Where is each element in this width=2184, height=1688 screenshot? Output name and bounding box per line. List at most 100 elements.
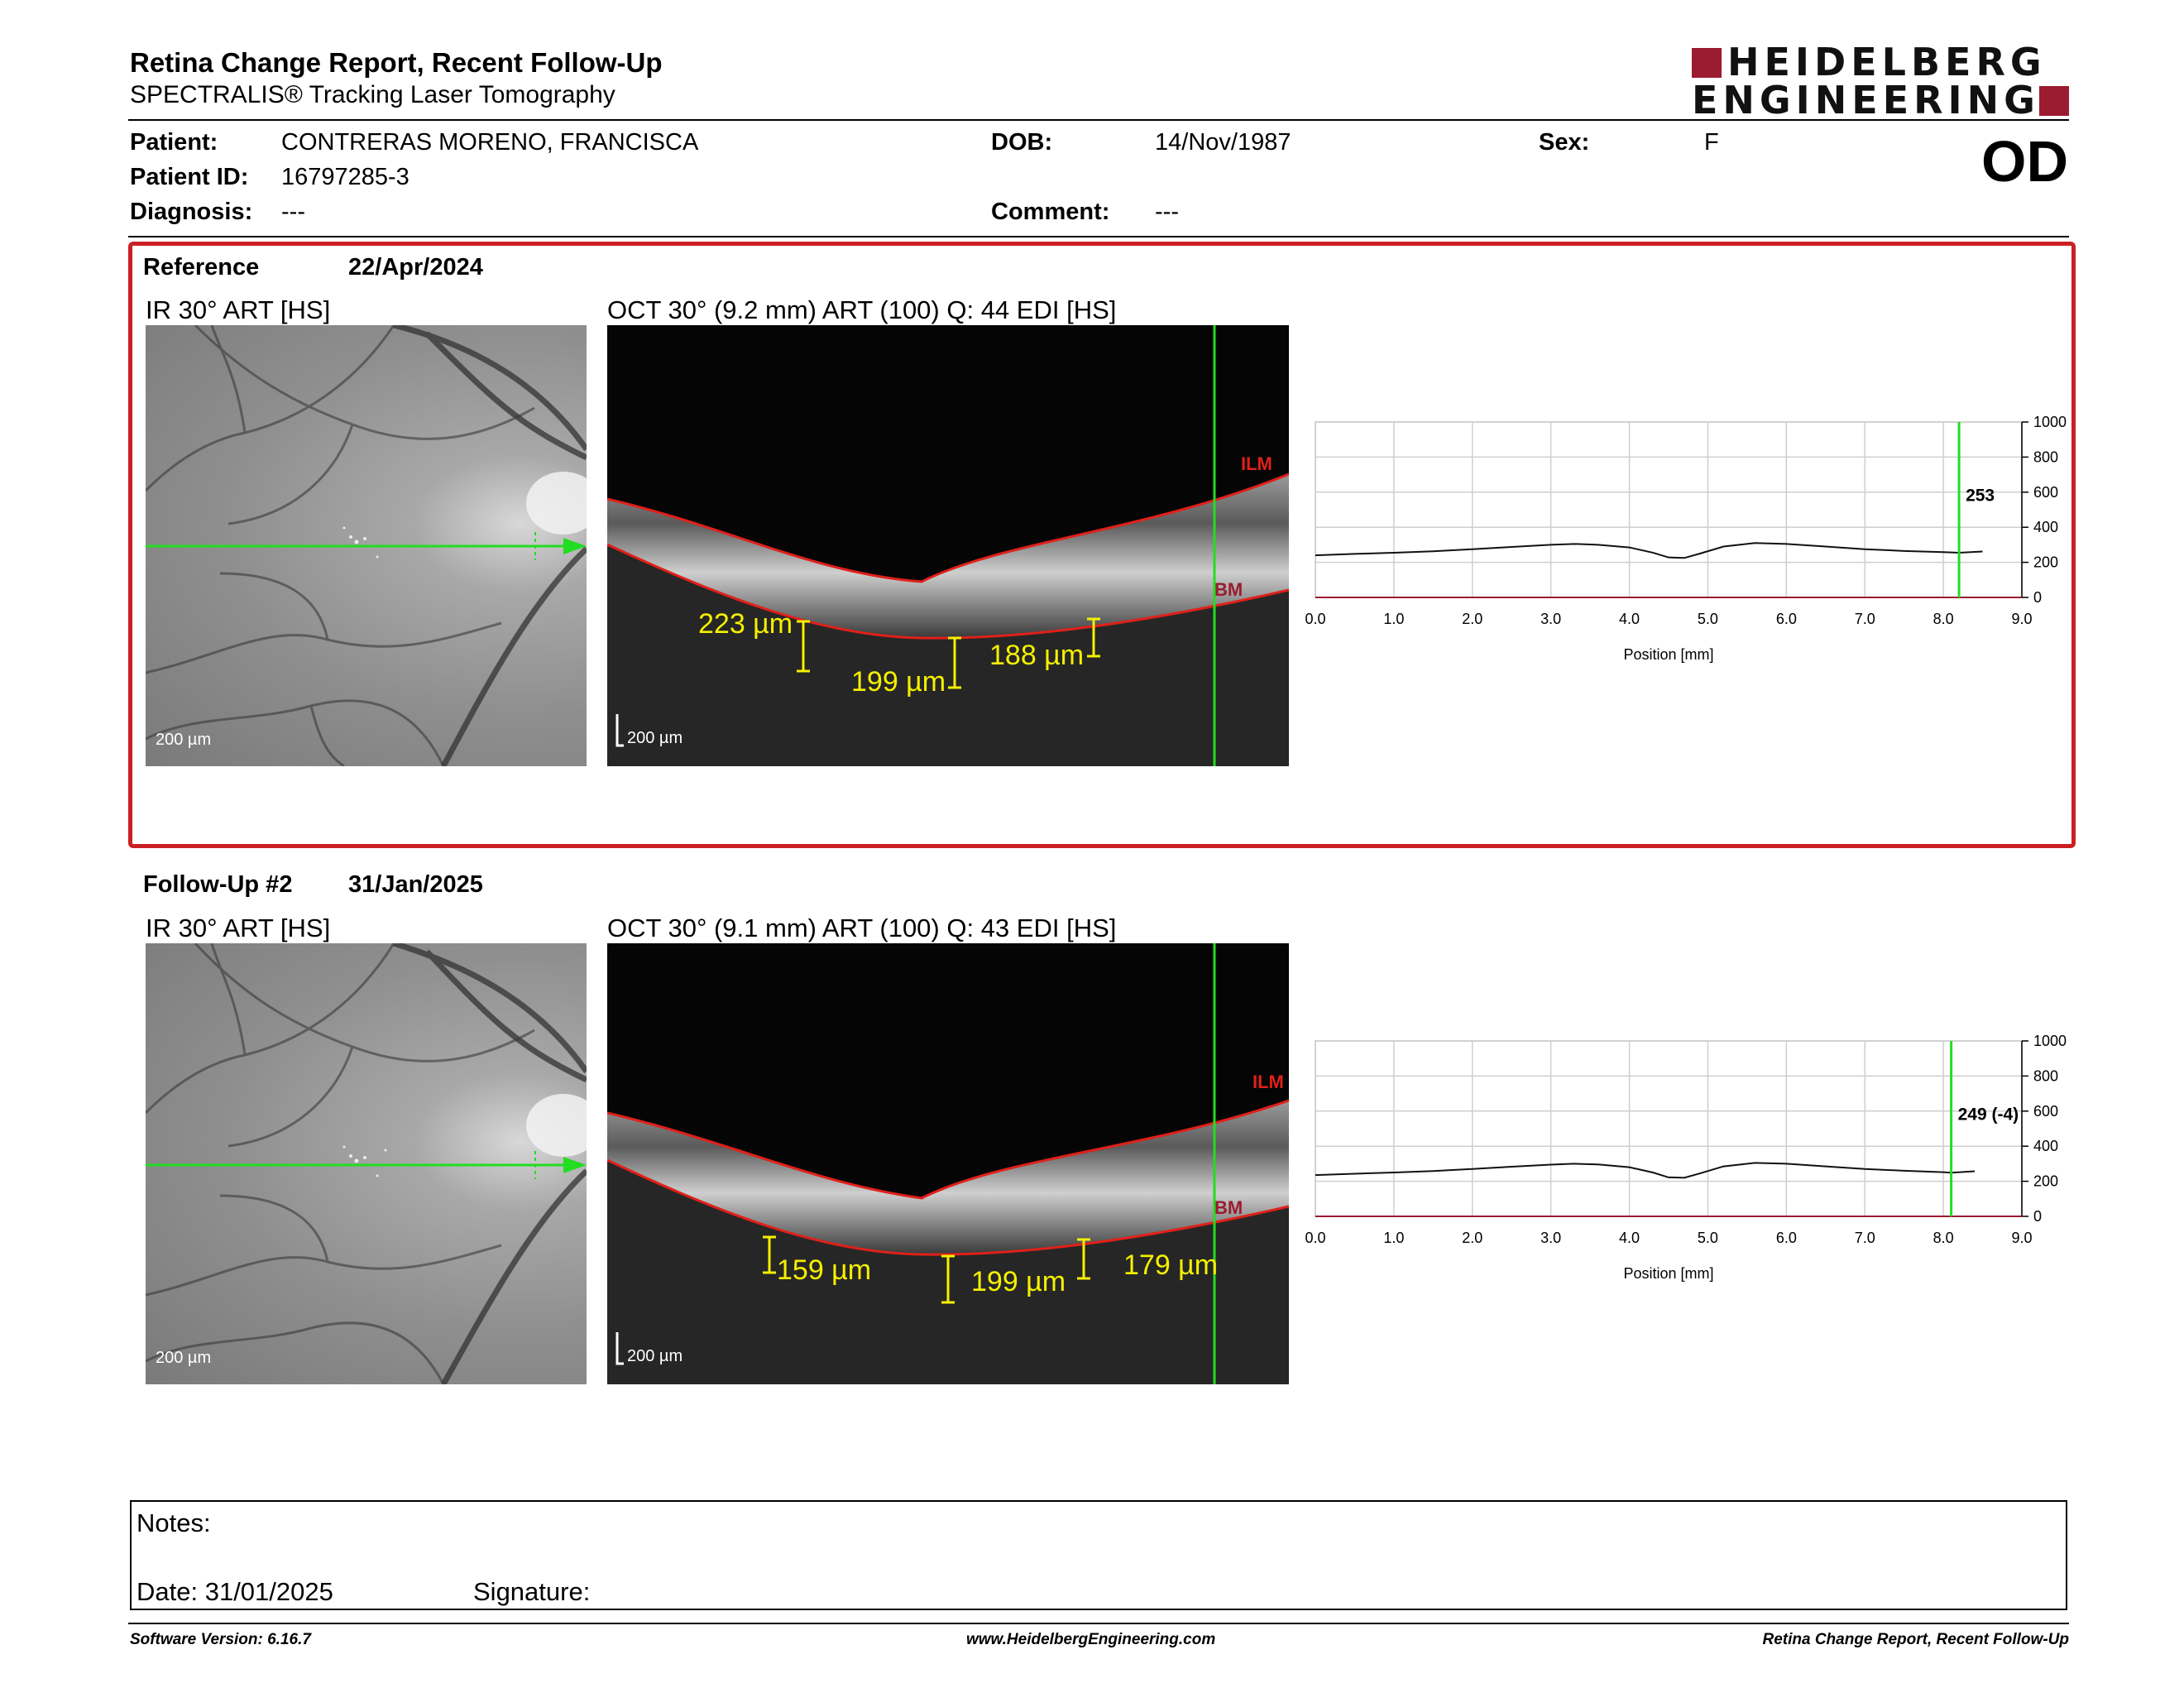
followup-ir-fundus-image: 200 µm xyxy=(146,943,587,1384)
followup-oct-caption: OCT 30° (9.1 mm) ART (100) Q: 43 EDI [HS… xyxy=(607,914,1117,942)
followup-label: Follow-Up #2 xyxy=(143,871,293,898)
y-tick-label: 600 xyxy=(2033,1103,2058,1120)
x-tick-label: 4.0 xyxy=(1619,1230,1640,1246)
thickness-line xyxy=(1315,1162,1976,1179)
plot-area xyxy=(1315,1040,2023,1217)
logo-square-top xyxy=(1692,48,1722,78)
header-divider xyxy=(128,119,2069,121)
plot-area xyxy=(1315,421,2023,598)
sex-value: F xyxy=(1704,129,1719,156)
x-tick-label: 2.0 xyxy=(1462,1230,1482,1246)
reference-measure-2: 199 µm xyxy=(851,666,946,698)
reference-label: Reference xyxy=(143,254,260,281)
reference-frame xyxy=(128,242,2076,848)
eye-indicator: OD xyxy=(1981,129,2068,194)
footer-url: www.HeidelbergEngineering.com xyxy=(966,1631,1216,1648)
dob-value: 14/Nov/1987 xyxy=(1155,129,1291,156)
reference-oct-bscan: ILM BM 223 µm 199 µm 188 µm 200 µm xyxy=(607,325,1289,766)
followup-measure-3: 179 µm xyxy=(1123,1249,1218,1281)
followup-ir-caption: IR 30° ART [HS] xyxy=(146,914,331,942)
footer-divider xyxy=(128,1623,2069,1624)
thickness-line xyxy=(1315,542,1983,559)
patient-name: CONTRERAS MORENO, FRANCISCA xyxy=(281,129,699,156)
diagnosis-label: Diagnosis: xyxy=(130,199,253,225)
x-tick-label: 9.0 xyxy=(2011,1230,2032,1246)
followup-oct-bscan: ILM BM 159 µm 199 µm 179 µm 200 µm xyxy=(607,943,1289,1384)
followup-thickness-chart: 0.0 1.0 2.0 3.0 4.0 5.0 6.0 7.0 8.0 9.00 200 400 600… xyxy=(1305,1033,2067,1282)
x-axis-label: Position [mm] xyxy=(1623,1265,1713,1282)
reference-oct-caption: OCT 30° (9.2 mm) ART (100) Q: 44 EDI [HS… xyxy=(607,295,1117,324)
followup-measure-2: 199 µm xyxy=(971,1266,1066,1297)
y-tick-label: 1000 xyxy=(2033,414,2067,430)
logo-text-line2: ENGINEERING xyxy=(1692,78,2040,122)
reference-oct-scale: 200 µm xyxy=(627,729,683,747)
reference-ir-fundus-image: 200 µm xyxy=(146,325,587,766)
sex-label: Sex: xyxy=(1539,129,1590,156)
fundus-vessels xyxy=(146,325,587,766)
x-axis-label: Position [mm] xyxy=(1623,646,1713,663)
y-tick-label: 400 xyxy=(2033,1138,2058,1154)
x-tick-label: 6.0 xyxy=(1776,611,1797,627)
y-tick-label: 400 xyxy=(2033,519,2058,535)
followup-oct-scale: 200 µm xyxy=(627,1347,683,1365)
x-tick-label: 7.0 xyxy=(1855,1230,1875,1246)
report-subtitle: SPECTRALIS® Tracking Laser Tomography xyxy=(130,81,615,108)
x-tick-label: 2.0 xyxy=(1462,611,1482,627)
y-tick-label: 0 xyxy=(2033,589,2042,606)
x-tick-label: 5.0 xyxy=(1698,611,1718,627)
x-tick-label: 7.0 xyxy=(1855,611,1875,627)
x-tick-label: 9.0 xyxy=(2011,611,2032,627)
comment-label: Comment: xyxy=(991,199,1110,225)
patient-id-label: Patient ID: xyxy=(130,164,249,190)
followup-oct-layers: ILM BM 159 µm 199 µm 179 µm xyxy=(607,943,1289,1384)
followup-date: 31/Jan/2025 xyxy=(348,871,483,898)
cursor-value-label: 253 xyxy=(1966,486,1995,505)
y-tick-label: 200 xyxy=(2033,554,2058,571)
footer-report-name: Retina Change Report, Recent Follow-Up xyxy=(1762,1631,2069,1648)
x-tick-label: 1.0 xyxy=(1383,1230,1404,1246)
diagnosis-value: --- xyxy=(281,199,305,225)
reference-ir-caption: IR 30° ART [HS] xyxy=(146,295,331,324)
comment-value: --- xyxy=(1155,199,1179,225)
x-tick-label: 8.0 xyxy=(1933,611,1954,627)
x-tick-label: 4.0 xyxy=(1619,611,1640,627)
reference-ilm-label: ILM xyxy=(1241,453,1272,474)
notes-label: Notes: xyxy=(136,1508,211,1537)
report-title: Retina Change Report, Recent Follow-Up xyxy=(130,47,663,78)
x-tick-label: 8.0 xyxy=(1933,1230,1954,1246)
reference-thickness-chart: 0.0 1.0 2.0 3.0 4.0 5.0 6.0 7.0 8.0 9.00 200 400 600… xyxy=(1305,414,2067,663)
fundus-vessels xyxy=(146,943,587,1384)
patient-id: 16797285-3 xyxy=(281,164,410,190)
y-tick-label: 600 xyxy=(2033,484,2058,501)
patient-label: Patient: xyxy=(130,129,218,156)
y-tick-label: 200 xyxy=(2033,1173,2058,1190)
x-tick-label: 3.0 xyxy=(1540,1230,1561,1246)
x-tick-label: 3.0 xyxy=(1540,611,1561,627)
x-tick-label: 0.0 xyxy=(1305,1230,1325,1246)
dob-label: DOB: xyxy=(991,129,1053,156)
reference-date: 22/Apr/2024 xyxy=(348,254,483,281)
notes-signature: Signature: xyxy=(473,1577,591,1606)
followup-ir-scale: 200 µm xyxy=(156,1349,212,1367)
x-tick-label: 0.0 xyxy=(1305,611,1325,627)
x-tick-label: 1.0 xyxy=(1383,611,1404,627)
reference-ir-scale: 200 µm xyxy=(156,731,212,749)
reference-oct-layers: ILM BM 223 µm 199 µm 188 µm xyxy=(607,325,1289,766)
patient-divider xyxy=(128,236,2069,237)
followup-bm-label: BM xyxy=(1214,1197,1243,1218)
reference-measure-3: 188 µm xyxy=(989,640,1084,671)
logo-square-bottom xyxy=(2039,86,2069,116)
y-tick-label: 0 xyxy=(2033,1208,2042,1225)
y-tick-label: 800 xyxy=(2033,448,2058,465)
notes-box xyxy=(130,1500,2067,1610)
cursor-value-label: 249 (-4) xyxy=(1958,1105,2019,1124)
reference-measure-1: 223 µm xyxy=(698,608,793,640)
followup-measure-1: 159 µm xyxy=(777,1254,871,1286)
footer-version: Software Version: 6.16.7 xyxy=(130,1631,311,1648)
y-tick-label: 1000 xyxy=(2033,1033,2067,1049)
reference-bm-label: BM xyxy=(1214,579,1243,600)
logo-text-line1: HEIDELBERG xyxy=(1727,40,2047,84)
x-tick-label: 6.0 xyxy=(1776,1230,1797,1246)
y-tick-label: 800 xyxy=(2033,1067,2058,1084)
notes-date: Date: 31/01/2025 xyxy=(136,1577,333,1606)
